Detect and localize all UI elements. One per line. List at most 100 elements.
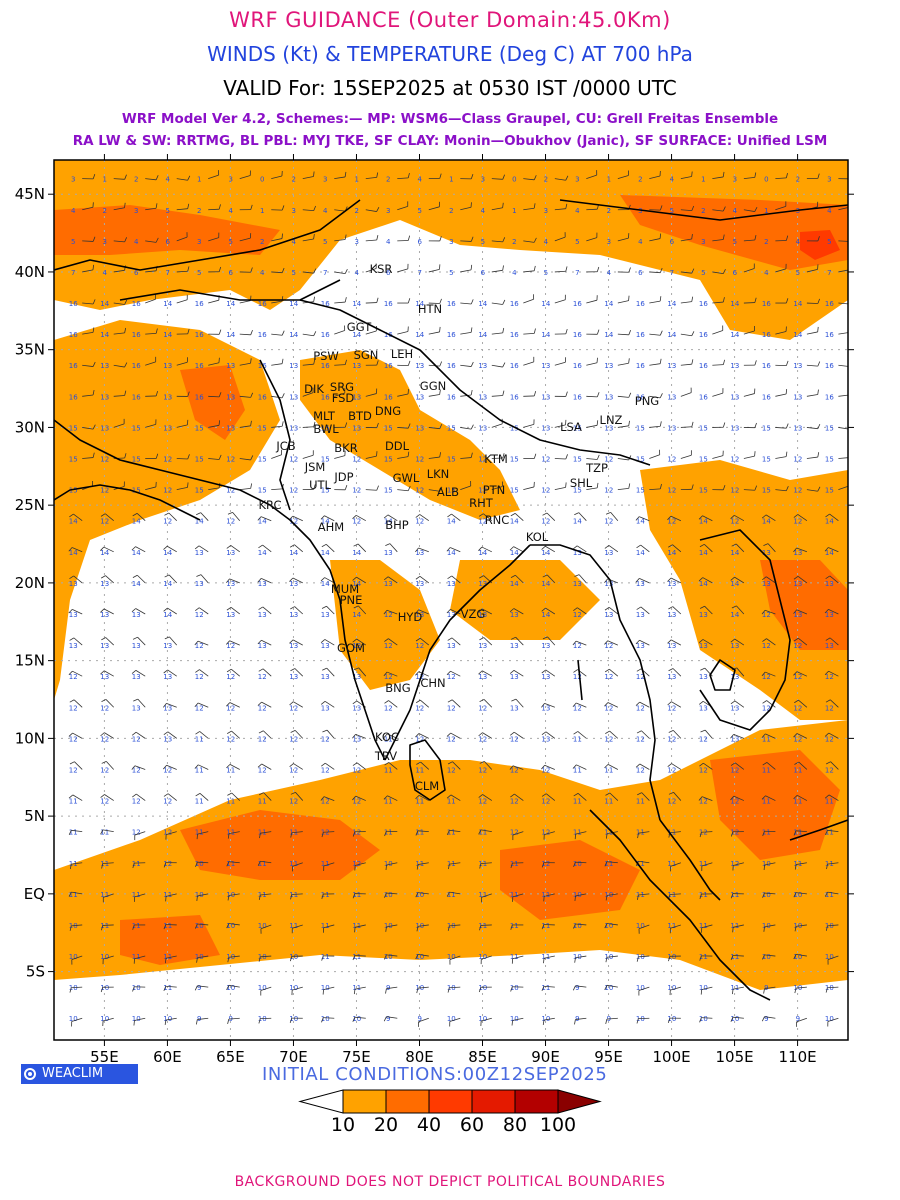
- temperature-value: 10: [636, 922, 645, 930]
- wind-barb: [736, 605, 745, 615]
- wind-barb-flag: [698, 796, 703, 801]
- temperature-value: 11: [384, 735, 393, 743]
- wind-barb: [228, 984, 240, 988]
- wind-barb: [827, 986, 839, 989]
- temperature-value: 13: [636, 642, 645, 650]
- station-label-pne: PNE: [340, 593, 363, 607]
- wind-barb-flag: [793, 576, 799, 580]
- wind-barb: [734, 700, 745, 708]
- temperature-value: 16: [573, 300, 582, 308]
- wind-barb-flag: [163, 545, 168, 550]
- wind-barb: [71, 891, 83, 895]
- wind-barb: [514, 513, 524, 522]
- wind-barb-flag: [478, 670, 483, 675]
- wind-barb: [113, 364, 125, 368]
- wind-barb: [145, 298, 156, 304]
- wind-barb-flag: [511, 698, 517, 702]
- temperature-value: 12: [667, 456, 676, 464]
- wind-barb: [523, 332, 535, 335]
- wind-barb-flag: [470, 236, 474, 242]
- wind-barb: [450, 670, 461, 677]
- temperature-value: 15: [699, 424, 708, 432]
- wind-barb-flag: [446, 830, 450, 836]
- wind-barb: [71, 924, 83, 927]
- wind-barb: [165, 955, 177, 959]
- wind-barb-flag: [541, 986, 545, 992]
- wind-barb-flag: [543, 958, 545, 964]
- wind-barb-flag: [322, 729, 328, 733]
- temperature-value: 12: [258, 735, 267, 743]
- temperature-value: 11: [226, 766, 235, 774]
- temperature-value: 12: [69, 735, 78, 743]
- wind-barb-flag: [785, 360, 789, 366]
- wind-barb: [82, 240, 94, 242]
- station-label-ddl: DDL: [385, 439, 410, 453]
- temperature-value: 16: [699, 331, 708, 339]
- wind-barb: [302, 454, 314, 459]
- temperature-value: 11: [699, 922, 708, 930]
- wind-barb: [701, 831, 713, 833]
- wind-barb-flag: [226, 668, 232, 673]
- wind-barb-flag: [415, 954, 419, 960]
- temperature-value: 11: [604, 829, 613, 837]
- temperature-value: 13: [321, 673, 330, 681]
- temperature-value: 2: [796, 176, 800, 184]
- wind-barb-flag: [628, 330, 632, 335]
- temperature-value: 15: [447, 456, 456, 464]
- temperature-value: 13: [352, 424, 361, 432]
- wind-barb: [483, 513, 493, 522]
- wind-barb-flag: [824, 794, 830, 799]
- wind-barb-flag: [100, 732, 105, 737]
- temperature-value: 13: [667, 611, 676, 619]
- temperature-value: 16: [384, 362, 393, 370]
- wind-barb: [197, 985, 209, 988]
- wind-barb: [239, 395, 251, 398]
- wind-barb: [767, 543, 776, 553]
- temperature-value: 11: [478, 829, 487, 837]
- temperature-value: 13: [699, 642, 708, 650]
- wind-barb: [239, 362, 251, 366]
- wind-barb: [712, 209, 724, 212]
- temperature-value: 11: [730, 984, 739, 992]
- wind-barb: [198, 764, 209, 770]
- colorbar-label: 60: [459, 1114, 485, 1136]
- wind-barb-flag: [155, 175, 159, 180]
- wind-barb-flag: [763, 543, 769, 547]
- wind-barb: [113, 269, 125, 273]
- wind-barb-flag: [691, 421, 694, 427]
- temperature-values-layer: 3 1 2 4 1 3 0 2 3 1 2 4 1 3 0 2 3 1 2 4 1 3 0 2 34 2 3 5 2 4 1 3 4 2 3 5 2 4 1…: [69, 176, 835, 1024]
- temperature-value: 10: [793, 953, 802, 961]
- wind-barb: [610, 512, 619, 521]
- temperature-value: 11: [258, 798, 267, 806]
- temperature-value: 15: [321, 456, 330, 464]
- wind-barb-flag: [730, 893, 734, 899]
- temperature-value: 13: [163, 642, 172, 650]
- wind-barb: [428, 394, 440, 397]
- temperature-value: 10: [667, 953, 676, 961]
- temperature-value: 12: [541, 829, 550, 837]
- temperature-value: 12: [352, 518, 361, 526]
- colorbar-segment: [298, 1089, 344, 1114]
- temperature-value: 14: [163, 300, 172, 308]
- wind-barb-flag: [699, 1017, 702, 1023]
- wind-barb-flag: [290, 791, 296, 795]
- wind-barb: [113, 207, 125, 211]
- wind-barb-flag: [226, 578, 230, 583]
- wind-barb-flag: [258, 1018, 261, 1024]
- wind-barb-flag: [446, 794, 452, 799]
- wind-barb: [641, 730, 650, 739]
- temperature-value: 16: [195, 393, 204, 401]
- temperature-value: 2: [355, 207, 359, 215]
- temperature-value: 12: [163, 860, 172, 868]
- wind-barb: [208, 424, 220, 428]
- wind-barb: [449, 1017, 461, 1022]
- wind-barb-flag: [793, 609, 798, 614]
- wind-barb-flag: [250, 204, 253, 210]
- wind-barb-flag: [383, 609, 388, 615]
- lat-label: 20N: [15, 574, 45, 592]
- wind-barb: [271, 300, 283, 304]
- wind-barb-flag: [100, 794, 105, 798]
- wind-barb: [743, 489, 755, 491]
- temperature-value: 12: [825, 704, 834, 712]
- temperature-value: 6: [481, 269, 486, 277]
